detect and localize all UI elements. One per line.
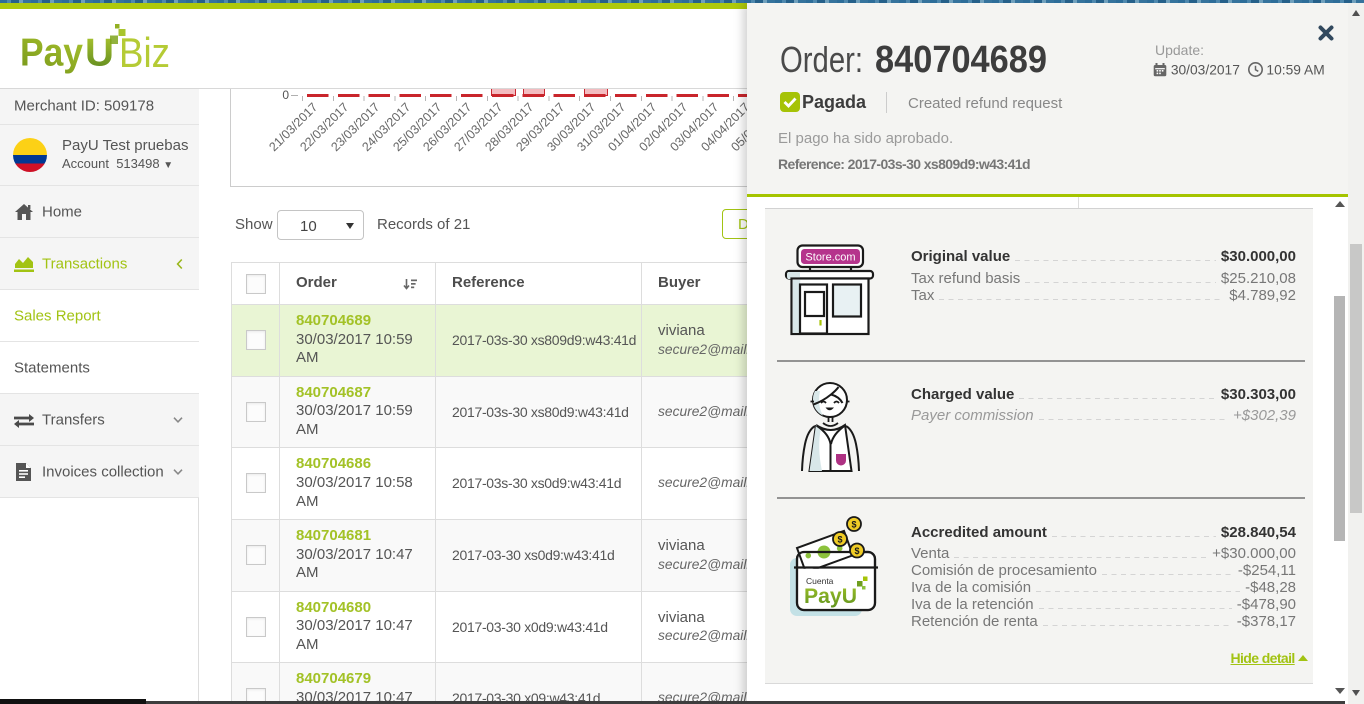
svg-text:840704689: 840704689 [875,39,1047,81]
svg-text:$: $ [851,520,856,530]
svg-text:Biz: Biz [119,29,170,76]
svg-text:Order:: Order: [780,39,863,80]
svg-text:Cuenta: Cuenta [806,576,834,586]
svg-text:Pay: Pay [20,32,83,75]
svg-text:Store.com: Store.com [805,252,855,264]
svg-text:PayU: PayU [804,585,857,608]
svg-text:U: U [85,32,114,75]
svg-text:$: $ [837,535,842,545]
svg-text:$: $ [854,546,859,556]
